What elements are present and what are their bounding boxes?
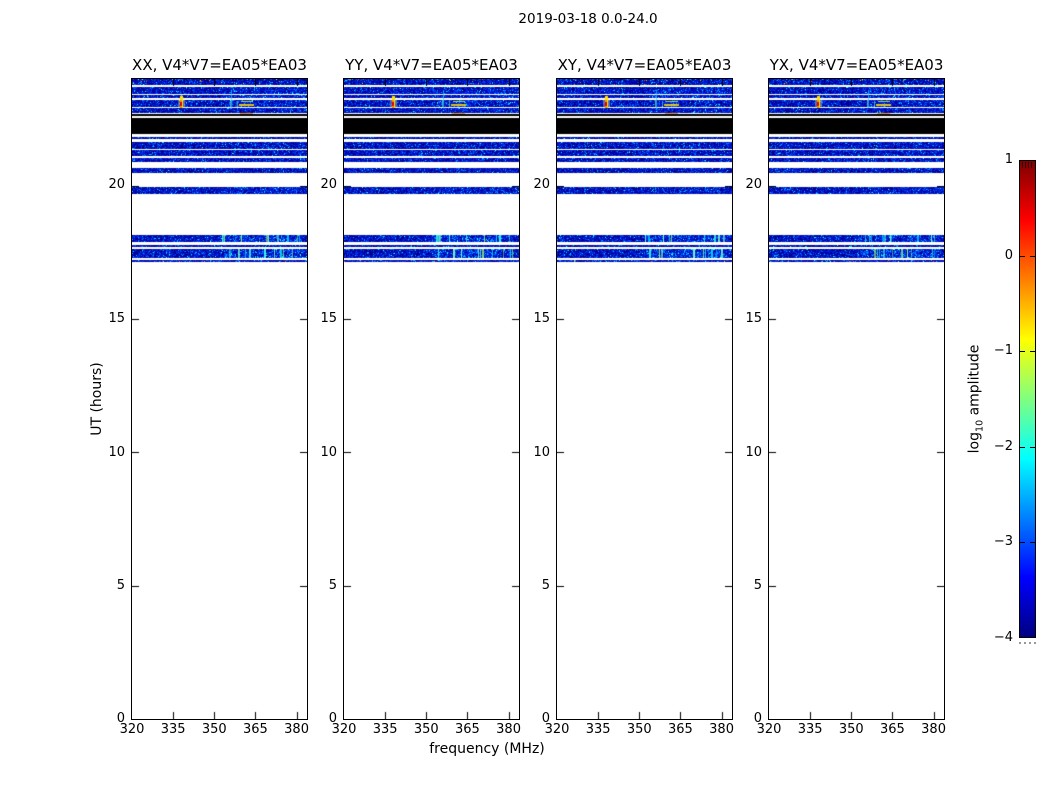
panel-title-xy: XY, V4*V7=EA05*EA03: [557, 56, 732, 74]
x-axis-label: frequency (MHz): [429, 741, 545, 757]
colorbar-tick-label: −1: [993, 343, 1013, 359]
colorbar-tick-mark: [1020, 255, 1025, 257]
x-tick-label: 335: [372, 722, 398, 737]
x-tick-label: 335: [585, 722, 611, 737]
x-tick-label: 350: [838, 722, 864, 737]
spectrogram-canvas-xy: [557, 79, 732, 719]
y-tick-label: 5: [541, 578, 550, 594]
y-tick-label: 10: [745, 444, 762, 460]
panel-title-xx: XX, V4*V7=EA05*EA03: [132, 56, 307, 74]
y-tick-label: 0: [116, 711, 125, 726]
y-tick-label: 10: [320, 444, 337, 460]
y-tick-label: 15: [745, 310, 762, 326]
y-tick-label: 20: [108, 177, 125, 192]
spectrogram-canvas-xx: [132, 79, 307, 719]
x-tick-label: 320: [544, 722, 570, 737]
x-tick-label: 335: [160, 722, 186, 737]
x-tick-label: 380: [284, 722, 309, 737]
colorbar-tick-label: 1: [1004, 152, 1013, 167]
spectrogram-canvas-yy: [344, 79, 519, 719]
x-tick-label: 365: [880, 722, 905, 737]
colorbar: [1019, 160, 1036, 638]
x-tick-label: 365: [668, 722, 693, 737]
y-tick-label: 15: [108, 310, 125, 326]
colorbar-top-hatch: [1022, 162, 1033, 168]
spectrogram-panel-yx: [768, 78, 945, 720]
y-tick-label: 5: [328, 578, 337, 594]
y-tick-label: 20: [745, 177, 762, 192]
spectrogram-canvas-yx: [769, 79, 944, 719]
y-tick-label: 0: [541, 711, 550, 726]
y-tick-label: 20: [533, 177, 550, 192]
x-tick-label: 350: [413, 722, 439, 737]
x-tick-label: 365: [243, 722, 268, 737]
x-tick-label: 380: [921, 722, 946, 737]
x-tick-label: 380: [709, 722, 734, 737]
spectrogram-panel-xx: [131, 78, 308, 720]
x-tick-label: 380: [496, 722, 521, 737]
y-tick-label: 20: [320, 177, 337, 192]
y-tick-label: 0: [328, 711, 337, 726]
colorbar-tick-mark: [1020, 446, 1025, 448]
y-tick-label: 5: [753, 578, 762, 594]
panel-title-yx: YX, V4*V7=EA05*EA03: [769, 56, 944, 74]
spectrogram-panel-xy: [556, 78, 733, 720]
panel-title-yy: YY, V4*V7=EA05*EA03: [345, 56, 518, 74]
x-tick-label: 365: [455, 722, 480, 737]
x-tick-label: 320: [119, 722, 145, 737]
figure-title: 2019-03-18 0.0-24.0: [518, 11, 658, 27]
y-tick-label: 10: [533, 444, 550, 460]
y-tick-label: 5: [116, 578, 125, 594]
x-tick-label: 335: [797, 722, 823, 737]
colorbar-tick-mark: [1020, 351, 1025, 353]
x-tick-label: 320: [331, 722, 357, 737]
colorbar-bottom-dots: [1019, 642, 1036, 644]
x-tick-label: 350: [626, 722, 652, 737]
colorbar-tick-label: −3: [993, 534, 1013, 550]
colorbar-tick-mark: [1030, 446, 1035, 448]
y-tick-label: 0: [753, 711, 762, 726]
x-tick-label: 350: [201, 722, 227, 737]
colorbar-tick-label: 0: [1004, 247, 1013, 263]
colorbar-tick-mark: [1020, 542, 1025, 544]
colorbar-tick-mark: [1030, 542, 1035, 544]
spectrogram-panel-yy: [343, 78, 520, 720]
y-tick-label: 15: [533, 310, 550, 326]
colorbar-tick-label: −4: [993, 630, 1013, 645]
colorbar-tick-mark: [1030, 351, 1035, 353]
colorbar-tick-mark: [1030, 255, 1035, 257]
y-tick-label: 15: [320, 310, 337, 326]
x-tick-label: 320: [756, 722, 782, 737]
y-tick-label: 10: [108, 444, 125, 460]
colorbar-tick-label: −2: [993, 438, 1013, 454]
